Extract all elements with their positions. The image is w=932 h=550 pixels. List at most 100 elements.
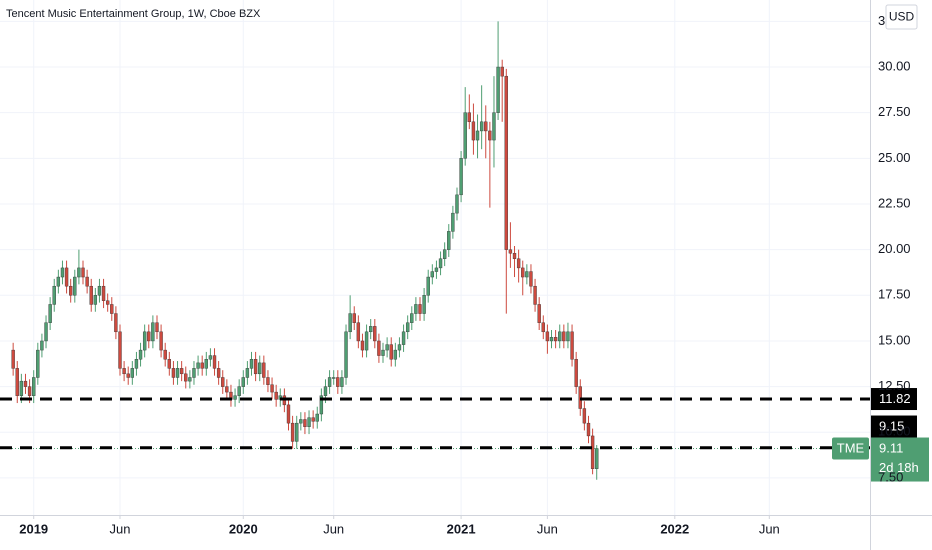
candle-body — [537, 304, 541, 323]
candles — [11, 21, 599, 480]
candle-body — [327, 377, 332, 387]
y-tick-label: 10.00 — [878, 424, 911, 439]
candle-body — [40, 340, 44, 351]
candle-body — [533, 285, 537, 305]
candle-body — [582, 408, 587, 424]
y-tick-label: 30.00 — [878, 58, 911, 73]
candle-body — [184, 373, 188, 382]
candle-body — [488, 130, 492, 141]
candle-body — [216, 368, 221, 378]
candle-body — [463, 112, 467, 159]
y-tick-label: 7.50 — [878, 469, 903, 484]
candle-body — [397, 344, 402, 351]
candle-body — [155, 322, 159, 333]
candle-body — [377, 340, 381, 356]
candle-body — [253, 359, 258, 375]
candle-body — [44, 322, 48, 342]
candle-body — [344, 331, 348, 378]
currency[interactable]: USD — [889, 10, 915, 24]
candle-body — [356, 322, 361, 342]
candle-body — [447, 231, 451, 250]
candle-body — [401, 331, 406, 345]
candle-body — [266, 377, 270, 385]
x-tick-label: Jun — [759, 521, 780, 536]
candle-body — [36, 349, 40, 378]
candle-body — [558, 331, 562, 342]
candle-body — [110, 304, 114, 314]
candle-body — [274, 391, 278, 400]
currency-box[interactable] — [885, 4, 918, 30]
candle-body — [352, 313, 356, 323]
x-tick-label: Jun — [110, 521, 131, 536]
candle-body — [319, 395, 324, 415]
candle-body — [11, 349, 15, 369]
candle-body — [393, 349, 398, 360]
candle-body — [204, 359, 208, 369]
last-price-label: 9.11 — [879, 440, 903, 455]
candle-body — [512, 253, 517, 259]
candle-body — [467, 112, 471, 123]
candle-body — [93, 295, 98, 305]
candle-body — [369, 326, 373, 333]
candle-body — [303, 419, 307, 427]
candle-body — [151, 322, 155, 342]
candle-body — [508, 249, 513, 254]
candle-body — [504, 75, 508, 250]
candle-body — [484, 121, 488, 132]
candle-body — [138, 349, 143, 360]
candle-body — [233, 395, 237, 400]
candle-body — [492, 112, 496, 141]
candle-body — [348, 313, 352, 333]
candle-body — [410, 313, 414, 323]
candle-body — [64, 267, 69, 287]
candle-body — [336, 377, 340, 387]
x-tick-label: Jun — [537, 521, 558, 536]
y-tick-label: 17.50 — [878, 287, 911, 302]
candle-body — [23, 380, 28, 387]
candle-body — [249, 359, 254, 369]
candle-body — [175, 368, 180, 378]
candle-body — [179, 368, 184, 375]
candle-body — [422, 295, 426, 314]
candle-body — [105, 300, 110, 305]
candle-body — [208, 355, 213, 360]
symbol-label: TME — [837, 440, 865, 455]
candle-body — [442, 249, 447, 259]
candle-body — [389, 344, 393, 360]
candle-body — [381, 349, 385, 356]
candle-body — [307, 417, 311, 427]
candle-body — [142, 331, 147, 351]
candle-body — [60, 267, 65, 278]
x-tick-label: Jun — [323, 521, 344, 536]
candle-body — [69, 285, 73, 296]
candle-body — [85, 276, 89, 287]
candle-body — [89, 285, 93, 305]
candle-body — [241, 377, 245, 387]
candle-body — [496, 66, 500, 113]
candle-body — [529, 271, 533, 287]
y-tick-label: 20.00 — [878, 241, 911, 256]
candle-body — [258, 362, 262, 375]
candle-body — [451, 212, 455, 232]
candle-body — [212, 355, 217, 369]
candle-body — [479, 121, 484, 132]
candle-body — [188, 377, 192, 382]
candle-body — [134, 359, 139, 369]
grid — [0, 0, 870, 515]
candle-body — [590, 435, 595, 469]
x-tick-label: 2022 — [660, 521, 689, 536]
candle-body — [418, 304, 422, 314]
candle-body — [299, 419, 303, 424]
candle-body — [566, 331, 570, 342]
level-label: 11.82 — [879, 391, 911, 406]
candle-body — [147, 331, 151, 342]
candle-body — [323, 386, 328, 396]
candle-body — [373, 326, 377, 342]
candle-body — [77, 267, 81, 278]
candle-body — [438, 258, 443, 269]
candle-body — [27, 386, 32, 396]
price-tag — [871, 437, 929, 482]
symbol-tag — [832, 437, 869, 460]
candle-body — [286, 404, 291, 424]
candle-body — [455, 194, 459, 214]
